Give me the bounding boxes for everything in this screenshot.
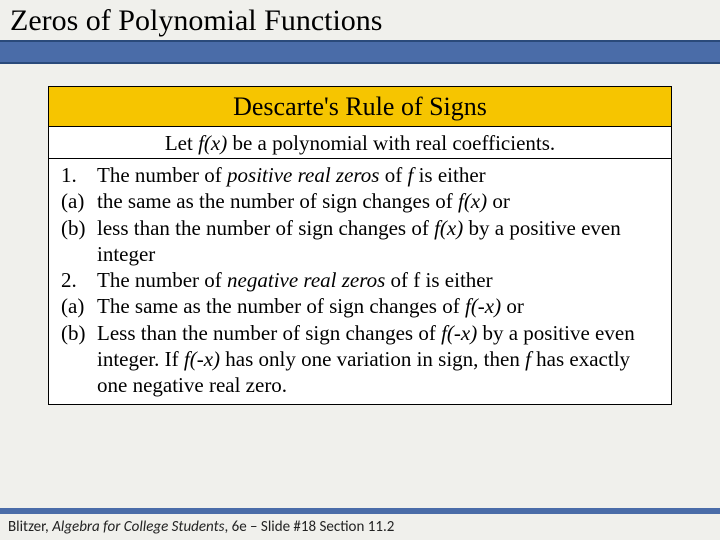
rule-label: 1. <box>61 162 97 188</box>
rule-label: (a) <box>61 188 97 214</box>
rule-label: (a) <box>61 293 97 319</box>
content-area: Descarte's Rule of Signs Let f(x) be a p… <box>0 64 720 415</box>
rule-text: Less than the number of sign changes of … <box>97 320 659 399</box>
rule-row: 2. The number of negative real zeros of … <box>61 267 659 293</box>
rule-text: the same as the number of sign changes o… <box>97 188 659 214</box>
slide-header: Zeros of Polynomial Functions <box>0 0 720 40</box>
rule-heading: Descarte's Rule of Signs <box>49 87 671 127</box>
intro-fx: f(x) <box>198 131 227 155</box>
footer-text: Blitzer, Algebra for College Students, 6… <box>8 518 394 536</box>
rule-label: (b) <box>61 215 97 268</box>
rule-row: (b) Less than the number of sign changes… <box>61 320 659 399</box>
rule-text: The number of positive real zeros of f i… <box>97 162 659 188</box>
footer-author: Blitzer, <box>8 518 52 536</box>
footer-book: Algebra for College Students <box>52 518 224 536</box>
slide-title: Zeros of Polynomial Functions <box>10 4 710 38</box>
rule-text: The number of negative real zeros of f i… <box>97 267 659 293</box>
footer-rest: , 6e – Slide #18 Section 11.2 <box>224 518 394 536</box>
rule-label: 2. <box>61 267 97 293</box>
footer-bar <box>0 508 720 514</box>
rule-text: less than the number of sign changes of … <box>97 215 659 268</box>
rule-row: (b) less than the number of sign changes… <box>61 215 659 268</box>
rule-box: Descarte's Rule of Signs Let f(x) be a p… <box>48 86 672 405</box>
rule-intro: Let f(x) be a polynomial with real coeff… <box>49 127 671 159</box>
rule-row: (a) the same as the number of sign chang… <box>61 188 659 214</box>
rule-row: (a) The same as the number of sign chang… <box>61 293 659 319</box>
intro-post: be a polynomial with real coefficients. <box>227 131 555 155</box>
rule-row: 1. The number of positive real zeros of … <box>61 162 659 188</box>
intro-pre: Let <box>165 131 198 155</box>
top-bar <box>0 40 720 64</box>
rule-text: The same as the number of sign changes o… <box>97 293 659 319</box>
rule-body: 1. The number of positive real zeros of … <box>49 159 671 404</box>
rule-label: (b) <box>61 320 97 399</box>
